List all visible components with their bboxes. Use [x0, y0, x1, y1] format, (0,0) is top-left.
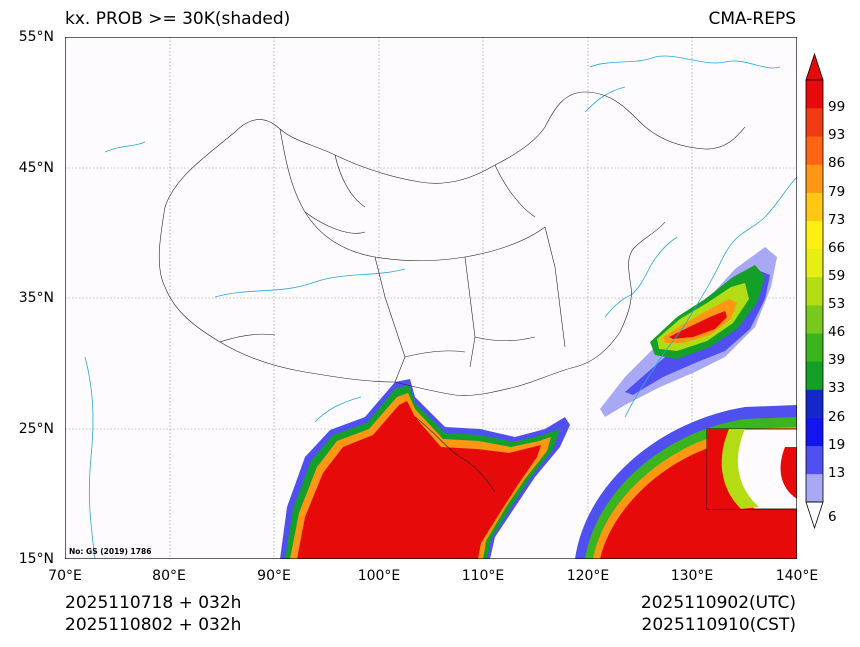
- colorbar-bin-53: [806, 276, 823, 306]
- lat-label-35: 35°N: [18, 290, 54, 306]
- colorbar-label-19: 19: [828, 436, 846, 453]
- colorbar-label-6: 6: [828, 509, 837, 525]
- colorbar-bin-33: [806, 361, 823, 390]
- colorbar-label-46: 46: [828, 324, 846, 341]
- init-time-cst: 2025110802 + 032h: [65, 615, 242, 635]
- colorbar-bin-93: [806, 108, 823, 137]
- prob-shading-east: [600, 247, 777, 417]
- colorbar-label-26: 26: [828, 408, 846, 425]
- colorbar-label-13: 13: [828, 464, 846, 481]
- map-note: No: GS (2019) 1786: [69, 547, 151, 556]
- lon-label-130: 130°E: [670, 568, 714, 584]
- lon-label-80: 80°E: [152, 568, 186, 584]
- init-time-utc: 2025110718 + 032h: [65, 593, 242, 613]
- borders: [158, 91, 746, 493]
- lon-label-70: 70°E: [48, 568, 82, 584]
- colorbar-bin-46: [806, 305, 823, 334]
- map-title: kx. PROB >= 30K(shaded): [65, 9, 291, 29]
- colorbar-bin-13: [806, 445, 823, 475]
- colorbar-extend-min: [805, 501, 824, 530]
- lon-label-110: 110°E: [461, 568, 505, 584]
- colorbar-label-39: 39: [828, 352, 846, 369]
- colorbar-label-93: 93: [828, 127, 846, 144]
- lon-label-120: 120°E: [566, 568, 610, 584]
- colorbar-bin-66: [806, 220, 823, 250]
- lon-label-90: 90°E: [257, 568, 291, 584]
- colorbar-label-53: 53: [828, 296, 846, 313]
- colorbar-label-59: 59: [828, 267, 846, 284]
- map-canvas: No: GS (2019) 1786: [65, 37, 797, 559]
- colorbar-bin-6: [806, 473, 823, 503]
- prob-shading-typhoon: [575, 405, 797, 559]
- colorbar: [805, 52, 824, 530]
- colorbar-bin-19: [806, 417, 823, 447]
- colorbar-label-66: 66: [828, 239, 846, 256]
- prob-shading-south: [280, 379, 570, 559]
- valid-time-cst: 2025110910(CST): [641, 615, 796, 635]
- colorbar-label-79: 79: [828, 183, 846, 200]
- lon-label-140: 140°E: [775, 568, 819, 584]
- colorbar-bin-59: [806, 248, 823, 278]
- colorbar-label-86: 86: [828, 155, 846, 172]
- model-name: CMA-REPS: [708, 9, 796, 29]
- colorbar-extend-max: [805, 52, 824, 81]
- colorbar-label-73: 73: [828, 211, 846, 228]
- lat-label-45: 45°N: [18, 160, 54, 176]
- lon-label-100: 100°E: [357, 568, 401, 584]
- colorbar-label-33: 33: [828, 380, 846, 397]
- lat-label-25: 25°N: [18, 421, 54, 437]
- lat-label-55: 55°N: [18, 29, 54, 45]
- lat-label-15: 15°N: [18, 551, 54, 567]
- colorbar-bin-86: [806, 136, 823, 165]
- colorbar-bin-73: [806, 192, 823, 221]
- colorbar-label-99: 99: [828, 99, 846, 116]
- colorbar-bin-79: [806, 164, 823, 193]
- colorbar-bin-26: [806, 389, 823, 418]
- coastline: [84, 55, 797, 559]
- colorbar-bin-39: [806, 333, 823, 362]
- colorbar-bin-99: [806, 80, 823, 109]
- valid-time-utc: 2025110902(UTC): [640, 593, 796, 613]
